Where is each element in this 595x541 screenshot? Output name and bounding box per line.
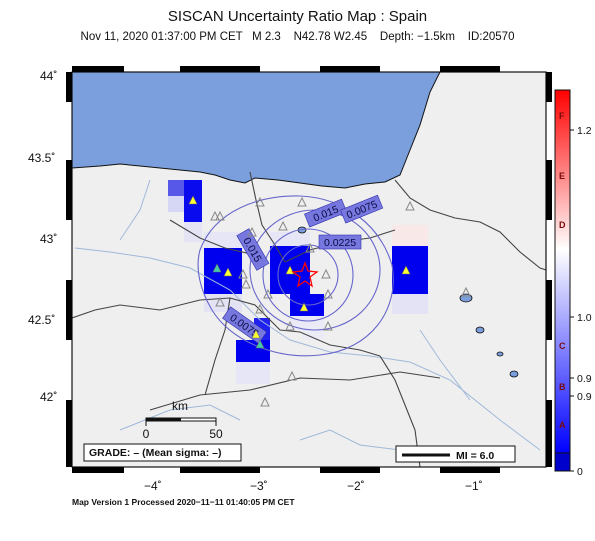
station-triangle-icon (251, 329, 261, 339)
station-triangle-icon (260, 396, 270, 407)
station-triangle-icon (215, 296, 225, 307)
frame-ticks (66, 66, 552, 473)
scale-bar: km 0 50 (143, 399, 223, 441)
station-triangle-icon (255, 196, 265, 207)
scale-start: 0 (143, 427, 150, 441)
colorbar-grade: E (559, 171, 565, 181)
station-triangle-icon (401, 265, 411, 275)
station-triangle-icon (215, 210, 225, 221)
scale-unit: km (172, 399, 188, 413)
colorbar-tick: 1.0 (577, 312, 592, 324)
mi-label: MI = 6.0 (456, 450, 494, 462)
station-triangle-icon (247, 226, 257, 237)
stations-inactive (210, 196, 471, 407)
station-triangle-icon (241, 278, 251, 289)
station-triangle-icon (255, 339, 265, 349)
station-triangle-icon (238, 268, 248, 279)
colorbar-tick: 0 (577, 466, 583, 478)
station-triangle-icon (297, 196, 307, 207)
station-triangle-icon (299, 302, 309, 312)
station-triangle-icon (255, 303, 265, 314)
contour-label: 0.0225 (324, 237, 356, 249)
map-title: SISCAN Uncertainty Ratio Map : Spain (167, 8, 428, 25)
colorbar-tick: 1.2 (577, 125, 592, 137)
event-info: Nov 11, 2020 01:37:00 PM CET M 2.3 N42.7… (80, 31, 515, 43)
lat-tick-label: 44˚ (40, 69, 57, 83)
station-triangle-icon (188, 195, 198, 205)
sea-area (72, 72, 441, 189)
rivers (74, 179, 541, 451)
colorbar: F E D C B A 1.2 1.0 0.9 0.9 0 (554, 89, 592, 478)
station-triangle-icon (223, 267, 233, 277)
station-triangle-icon (210, 210, 220, 221)
epicenter-star-icon (291, 261, 319, 288)
colorbar-tick: 0.9 (577, 391, 592, 403)
stations-active (188, 195, 411, 349)
lat-tick-label: 42˚ (40, 390, 57, 404)
station-triangle-icon (212, 263, 222, 273)
station-triangle-icon (323, 288, 333, 299)
station-triangle-icon (461, 286, 471, 297)
ratio-grid (168, 180, 428, 384)
lat-tick-label: 42.5˚ (28, 313, 55, 327)
station-triangle-icon (263, 288, 273, 299)
colorbar-grade: C (559, 341, 566, 351)
grade-text: GRADE: – (Mean sigma: –) (89, 447, 221, 459)
lon-tick-label: −4˚ (144, 479, 162, 493)
lon-tick-label: −1˚ (465, 479, 483, 493)
map-frame (71, 71, 547, 468)
lon-tick-label: −2˚ (347, 479, 365, 493)
lon-tick-label: −3˚ (250, 479, 268, 493)
station-triangle-icon (278, 220, 288, 231)
station-triangle-icon (285, 320, 295, 331)
grade-box: GRADE: – (Mean sigma: –) (83, 443, 242, 462)
station-triangle-icon (323, 320, 333, 331)
uncertainty-contours (197, 195, 394, 357)
lat-tick-label: 43˚ (40, 232, 57, 246)
lat-tick-label: 43.5˚ (28, 151, 55, 165)
station-triangle-icon (287, 370, 297, 381)
colorbar-grade: B (559, 382, 566, 392)
mi-legend: MI = 6.0 (395, 445, 516, 463)
colorbar-grade: A (559, 420, 566, 430)
station-triangle-icon (405, 200, 415, 211)
colorbar-grade: D (559, 220, 566, 230)
station-triangle-icon (321, 268, 331, 279)
scale-end: 50 (209, 427, 223, 441)
colorbar-grade: F (559, 111, 565, 121)
colorbar-tick: 0.9 (577, 373, 592, 385)
station-triangle-icon (305, 242, 315, 253)
processing-footer: Map Version 1 Processed 2020−11−11 01:40… (72, 497, 295, 507)
